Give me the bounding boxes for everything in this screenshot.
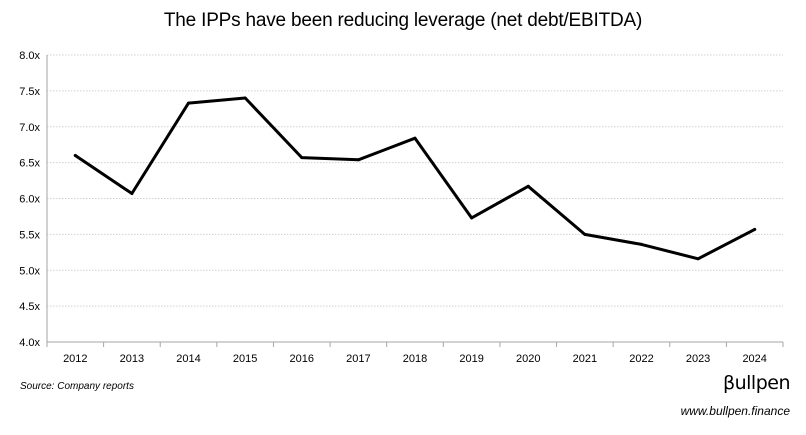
y-tick-label: 7.5x [19,86,40,98]
gridlines [47,54,783,307]
brand-url: www.bullpen.finance [680,404,790,418]
data-point [413,136,417,140]
x-tick-label: 2023 [686,353,710,365]
data-point [73,153,77,157]
y-tick-label: 5.0x [19,265,40,277]
x-tick-label: 2022 [629,353,653,365]
data-point [243,96,247,100]
chart-title: The IPPs have been reducing leverage (ne… [163,10,643,31]
y-tick-label: 8.0x [19,50,40,62]
data-point [187,101,191,105]
x-tick-label: 2021 [573,353,597,365]
data-point [300,156,304,160]
y-tick-label: 4.0x [19,337,40,349]
x-tick-label: 2015 [233,353,257,365]
brand-logo: βullpen [722,372,791,394]
axes [46,55,784,347]
x-tick-label: 2012 [63,353,87,365]
x-tick-label: 2024 [742,353,766,365]
y-tick-label: 6.0x [19,194,40,206]
x-tick-label: 2014 [176,353,200,365]
data-point [583,232,587,236]
series-lines [73,96,757,261]
source-note: Source: Company reports [20,381,134,392]
data-point [130,191,134,195]
y-tick-label: 4.5x [19,301,40,313]
y-axis-tick-labels: 4.0x 4.5x 5.0x 5.5x 6.0x 6.5x 7.0x 7.5x 8.0x [19,50,40,349]
data-point [356,158,360,162]
x-tick-label: 2017 [346,353,370,365]
x-tick-label: 2019 [459,353,483,365]
x-tick-label: 2016 [290,353,314,365]
y-tick-label: 7.0x [19,122,40,134]
data-point [470,216,474,220]
x-axis-tick-labels: 2012 2013 2014 2015 2016 2017 2018 2019 2020 2021… [63,353,767,365]
data-point [753,227,757,231]
x-tick-label: 2020 [516,353,540,365]
x-tick-label: 2013 [120,353,144,365]
data-point [696,257,700,261]
x-tick-label: 2018 [403,353,427,365]
y-tick-label: 6.5x [19,158,40,170]
data-point [639,242,643,246]
data-point [526,184,530,188]
y-tick-label: 5.5x [19,229,40,241]
